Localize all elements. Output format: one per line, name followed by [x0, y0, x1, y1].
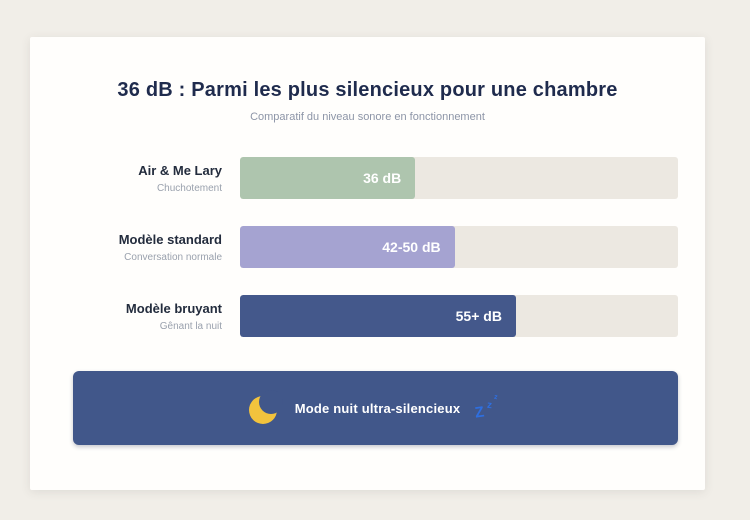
bar-label: Modèle bruyant: [125, 300, 222, 316]
bar-sublabel: Conversation normale: [124, 251, 222, 263]
bar-value-label: 36 dB: [363, 170, 402, 186]
bar-fill: 42-50 dB: [240, 226, 455, 268]
bar-value-label: 42-50 dB: [382, 239, 441, 255]
bar-chart: Air & Me Lary Chuchotement 36 dB Modèle …: [30, 157, 705, 337]
bar-row-modele-standard: Modèle standard Conversation normale 42-…: [73, 226, 678, 268]
bar-fill: 36 dB: [240, 157, 416, 199]
crescent-moon-icon: [248, 390, 283, 424]
bar-row-air-me-lary: Air & Me Lary Chuchotement 36 dB: [73, 157, 678, 199]
bar-label-group: Modèle standard Conversation normale: [73, 232, 240, 263]
bar-value-label: 55+ dB: [455, 308, 502, 324]
bar-label-group: Modèle bruyant Gênant la nuit: [73, 301, 240, 332]
night-mode-label: Mode nuit ultra-silencieux: [294, 400, 461, 416]
infographic-card: 36 dB : Parmi les plus silencieux pour u…: [30, 37, 705, 490]
bar-sublabel: Chuchotement: [156, 182, 222, 194]
bar-label: Air & Me Lary: [138, 162, 222, 178]
bar-track: 55+ dB: [240, 295, 678, 337]
chart-title: 36 dB : Parmi les plus silencieux pour u…: [117, 79, 618, 101]
bar-label-group: Air & Me Lary Chuchotement: [73, 163, 240, 194]
bar-row-modele-bruyant: Modèle bruyant Gênant la nuit 55+ dB: [73, 295, 678, 337]
bar-label: Modèle standard: [118, 231, 222, 247]
bar-fill: 55+ dB: [240, 295, 516, 337]
bar-sublabel: Gênant la nuit: [159, 320, 222, 332]
chart-subtitle: Comparatif du niveau sonore en fonctionn…: [250, 111, 485, 123]
bar-track: 42-50 dB: [240, 226, 678, 268]
bar-track: 36 dB: [240, 157, 678, 199]
